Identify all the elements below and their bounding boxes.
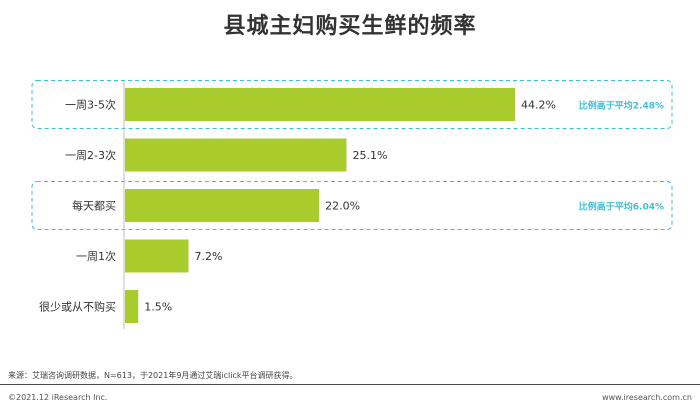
copyright-text: ©2021.12 iResearch Inc. bbox=[8, 393, 108, 402]
highlight-box bbox=[31, 181, 673, 230]
footer-divider bbox=[0, 384, 700, 385]
value-label: 1.5% bbox=[144, 301, 172, 314]
value-label: 22.0% bbox=[325, 200, 360, 213]
bar bbox=[125, 239, 189, 273]
chart-title: 县城主妇购买生鲜的频率 bbox=[223, 14, 477, 39]
bar bbox=[125, 138, 347, 172]
value-label: 7.2% bbox=[195, 250, 223, 263]
value-label: 44.2% bbox=[521, 99, 556, 112]
highlight-note: 比例高于平均2.48% bbox=[579, 100, 664, 112]
category-label: 每天都买 bbox=[72, 199, 116, 213]
category-label: 一周1次 bbox=[76, 249, 116, 263]
bar bbox=[125, 189, 320, 222]
highlight-note: 比例高于平均6.04% bbox=[579, 201, 664, 213]
value-label: 25.1% bbox=[352, 149, 387, 162]
category-label: 一周3-5次 bbox=[65, 98, 116, 112]
category-label: 很少或从不购买 bbox=[39, 300, 116, 314]
bar bbox=[125, 290, 139, 323]
bar bbox=[125, 88, 515, 121]
website-text: www.iresearch.com.cn bbox=[602, 393, 692, 402]
bar-chart: 比例高于平均2.48% 比例高于平均6.04% 一周3-5次 44.2% 一周2-3次 2… bbox=[31, 80, 673, 329]
highlight-box bbox=[31, 80, 673, 129]
source-note: 来源：艾瑞咨询调研数据，N=613，于2021年9月通过艾瑞iclick平台调研… bbox=[8, 371, 298, 380]
category-label: 一周2-3次 bbox=[65, 148, 116, 162]
